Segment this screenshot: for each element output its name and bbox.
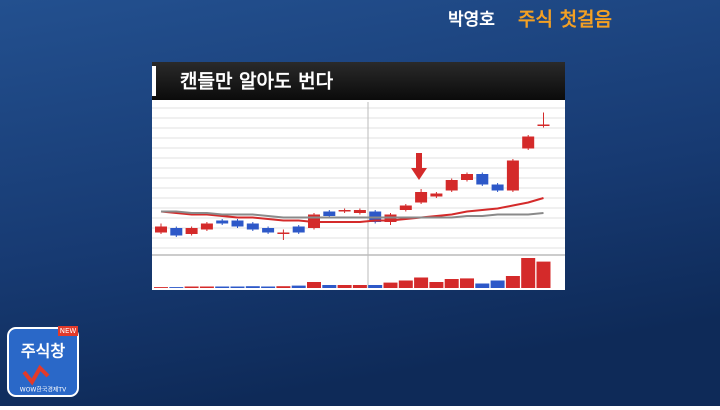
- volume-bar: [352, 285, 367, 288]
- candle-body: [353, 210, 366, 213]
- volume-bar: [184, 286, 199, 288]
- candle-body: [231, 220, 244, 227]
- candle-body: [506, 160, 519, 191]
- candle-body: [399, 205, 412, 210]
- grid: [152, 107, 565, 249]
- volume-bar: [245, 286, 260, 288]
- signal-arrow: [411, 153, 427, 180]
- logo-name: 주식창: [21, 342, 65, 361]
- candle-body: [522, 136, 535, 149]
- volume-bar: [215, 286, 230, 288]
- candle-body: [292, 226, 305, 233]
- title-accent: [152, 66, 156, 96]
- candle-body: [185, 228, 198, 234]
- candle-body: [246, 223, 259, 230]
- candle-body: [200, 223, 213, 230]
- volume-bar: [444, 279, 459, 288]
- candle-body: [216, 220, 229, 224]
- candle-body: [277, 232, 290, 234]
- volume-bar: [322, 285, 337, 288]
- candle-body: [430, 193, 443, 197]
- candle-body: [155, 226, 167, 233]
- volume-bar: [460, 278, 474, 288]
- candle-body: [262, 228, 275, 233]
- volume-bar: [429, 282, 444, 288]
- volume-bar: [521, 258, 536, 288]
- candle-body: [461, 174, 473, 180]
- host-name: 박영호: [448, 10, 495, 30]
- volume-bar: [169, 287, 184, 288]
- chart-title-bar: [152, 62, 565, 100]
- program-title: 주식 첫걸음: [518, 9, 612, 31]
- volume-bar: [307, 282, 321, 288]
- volume-bar: [505, 276, 520, 288]
- candle-body: [445, 180, 458, 191]
- moving-average: [161, 210, 544, 219]
- logo-channel: WOW한국경제TV: [20, 386, 67, 394]
- volume-bar: [475, 283, 490, 288]
- candle-body: [415, 192, 428, 203]
- volume-bar: [398, 280, 413, 288]
- volume-bar: [261, 286, 276, 288]
- volume-bar: [154, 287, 168, 288]
- moving-average: [160, 197, 544, 223]
- volume-bar: [230, 286, 245, 288]
- candle-body: [323, 211, 336, 216]
- candle-body: [491, 184, 504, 191]
- logo: NEW 주식창 WOW한국경제TV: [7, 326, 79, 397]
- candle-body: [170, 228, 183, 236]
- volume-bar: [383, 282, 398, 288]
- volume-bar: [291, 285, 306, 288]
- candle-body: [338, 210, 351, 212]
- logo-badge: NEW: [60, 327, 77, 335]
- chart-title: 캔들만 알아도 번다: [180, 71, 334, 93]
- volume-bar: [199, 286, 214, 288]
- volume-bar: [490, 280, 505, 288]
- volume-bar: [276, 286, 291, 288]
- volume-bar: [414, 277, 429, 288]
- volume-bar: [337, 285, 352, 288]
- volume-bar: [536, 261, 551, 288]
- candle-body: [476, 174, 489, 185]
- volume-bar: [368, 285, 383, 288]
- candle-body: [537, 124, 550, 126]
